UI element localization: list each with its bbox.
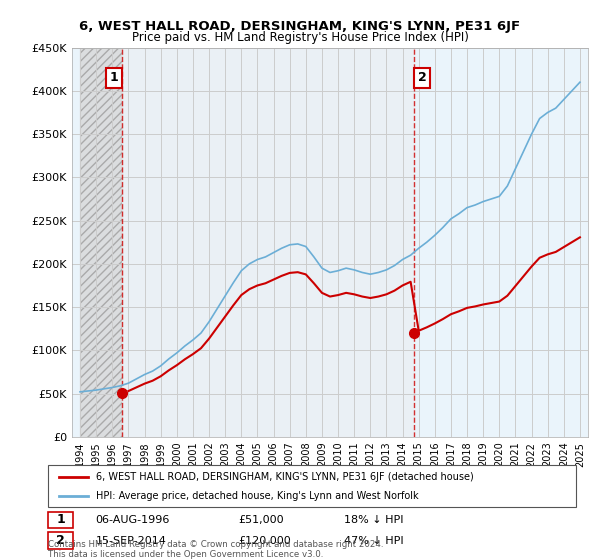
- Text: Contains HM Land Registry data © Crown copyright and database right 2024.
This d: Contains HM Land Registry data © Crown c…: [48, 540, 383, 559]
- FancyBboxPatch shape: [48, 533, 73, 549]
- Text: 15-SEP-2014: 15-SEP-2014: [95, 536, 166, 545]
- FancyBboxPatch shape: [48, 465, 576, 507]
- Text: 06-AUG-1996: 06-AUG-1996: [95, 515, 170, 525]
- Text: 2: 2: [56, 534, 65, 547]
- Bar: [80, 48, 122, 437]
- Text: £51,000: £51,000: [238, 515, 284, 525]
- Text: 1: 1: [110, 71, 119, 85]
- Text: £120,000: £120,000: [238, 536, 291, 545]
- Text: 6, WEST HALL ROAD, DERSINGHAM, KING'S LYNN, PE31 6JF (detached house): 6, WEST HALL ROAD, DERSINGHAM, KING'S LY…: [95, 472, 473, 482]
- Text: 18% ↓ HPI: 18% ↓ HPI: [344, 515, 403, 525]
- Bar: [80, 48, 122, 437]
- Text: HPI: Average price, detached house, King's Lynn and West Norfolk: HPI: Average price, detached house, King…: [95, 491, 418, 501]
- FancyBboxPatch shape: [48, 512, 73, 528]
- Text: 1: 1: [56, 514, 65, 526]
- Text: 47% ↓ HPI: 47% ↓ HPI: [344, 536, 403, 545]
- Text: 2: 2: [418, 71, 427, 85]
- Text: Price paid vs. HM Land Registry's House Price Index (HPI): Price paid vs. HM Land Registry's House …: [131, 31, 469, 44]
- Text: 6, WEST HALL ROAD, DERSINGHAM, KING'S LYNN, PE31 6JF: 6, WEST HALL ROAD, DERSINGHAM, KING'S LY…: [79, 20, 521, 32]
- Bar: [122, 48, 414, 437]
